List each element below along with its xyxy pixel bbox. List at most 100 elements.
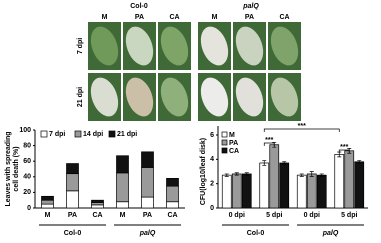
row-label: 21 dpi — [77, 87, 84, 107]
bar-segment — [66, 163, 79, 175]
bar-segment — [91, 199, 104, 203]
bar — [306, 173, 317, 209]
significance-bracket — [338, 149, 350, 153]
significance-bracket — [263, 142, 275, 146]
leaf — [270, 26, 299, 66]
legend-label: 21 dpi — [117, 131, 137, 138]
leaf — [200, 77, 229, 117]
group-label: palQ — [322, 230, 339, 237]
x-tick-label: CA — [92, 212, 102, 219]
column-label: PA — [245, 14, 254, 21]
y-tick-label: 40 — [23, 174, 31, 181]
error-bar — [357, 160, 362, 164]
leaf — [125, 26, 154, 66]
bar — [269, 144, 280, 209]
y-tick-label: 0 — [27, 205, 31, 212]
error-bar — [244, 172, 249, 176]
bar — [259, 162, 270, 209]
legend-swatch — [108, 130, 116, 138]
bar-segment — [141, 151, 154, 168]
error-bar — [299, 173, 304, 177]
bar — [316, 174, 327, 209]
leaf — [270, 77, 299, 117]
error-bar — [224, 173, 229, 177]
x-tick-label: CA — [167, 212, 177, 219]
legend-label: 14 dpi — [83, 131, 103, 138]
group-label: Col-0 — [130, 3, 148, 10]
group-label: Col-0 — [247, 230, 265, 237]
bar — [296, 174, 307, 209]
bar-segment — [141, 196, 154, 209]
column-label: CA — [169, 14, 179, 21]
x-tick-label: M — [45, 212, 51, 219]
y-tick-label: 20 — [23, 189, 31, 196]
x-tick-label: PA — [143, 212, 152, 219]
y-tick-label: 2 — [210, 181, 214, 188]
bar-segment — [91, 202, 104, 206]
legend-swatch — [40, 130, 48, 138]
group-label: Col-0 — [64, 230, 82, 237]
y-axis-label: CFU(log10/leaf disk) — [200, 138, 207, 205]
significance-label: *** — [265, 137, 273, 144]
significance-label: *** — [298, 123, 306, 130]
error-bar — [282, 161, 287, 165]
error-bar — [234, 172, 239, 176]
leaf — [90, 77, 119, 117]
bar-segment — [41, 203, 54, 209]
x-tick-label: M — [120, 212, 126, 219]
bar — [334, 154, 345, 209]
bar-segment — [116, 155, 129, 174]
y-tick-label: 6 — [210, 132, 214, 139]
group-label: palQ — [242, 3, 259, 10]
legend-label: M — [229, 132, 235, 139]
leaf — [125, 77, 154, 117]
bar-segment — [141, 167, 154, 198]
column-label: PA — [135, 14, 144, 21]
x-tick-label: 5 dpi — [266, 212, 282, 219]
legend-label: PA — [229, 140, 238, 147]
leaf — [235, 26, 264, 66]
bar-segment — [41, 199, 54, 205]
leaf — [200, 26, 229, 66]
error-bar — [262, 160, 267, 166]
row-label: 7 dpi — [77, 38, 84, 54]
column-label: M — [102, 14, 108, 21]
leaf — [160, 77, 189, 117]
legend-swatch — [74, 130, 82, 138]
error-bar — [309, 171, 314, 177]
leaf — [160, 26, 189, 66]
group-label: palQ — [139, 230, 156, 237]
leaf — [235, 77, 264, 117]
column-label: CA — [279, 14, 289, 21]
y-tick-label: 0 — [210, 205, 214, 212]
y-tick-label: 60 — [23, 158, 31, 165]
legend-swatch — [221, 139, 228, 146]
y-tick-label: 4 — [210, 156, 214, 163]
legend-label: CA — [229, 148, 239, 155]
x-tick-label: 0 dpi — [304, 212, 320, 219]
bar — [231, 173, 242, 209]
y-tick-label: 100 — [19, 127, 31, 134]
y-tick-label: 80 — [23, 142, 31, 149]
bar — [241, 173, 252, 209]
x-tick-label: 5 dpi — [341, 212, 357, 219]
legend-swatch — [221, 131, 228, 138]
leaf — [90, 26, 119, 66]
bar-segment — [66, 190, 79, 209]
legend-swatch — [221, 147, 228, 154]
significance-bracket — [263, 128, 340, 132]
bar-segment — [166, 185, 179, 203]
bar-segment — [116, 201, 129, 209]
y-axis-label: cell death (%) — [13, 146, 20, 191]
x-tick-label: 0 dpi — [229, 212, 245, 219]
bar — [354, 161, 365, 209]
bar — [344, 150, 355, 209]
y-axis-label: Leaves with spreading — [5, 131, 12, 206]
error-bar — [319, 173, 324, 177]
bar — [279, 162, 290, 209]
column-label: M — [212, 14, 218, 21]
bar-segment — [166, 201, 179, 209]
bar-segment — [116, 172, 129, 203]
x-tick-label: PA — [68, 212, 77, 219]
